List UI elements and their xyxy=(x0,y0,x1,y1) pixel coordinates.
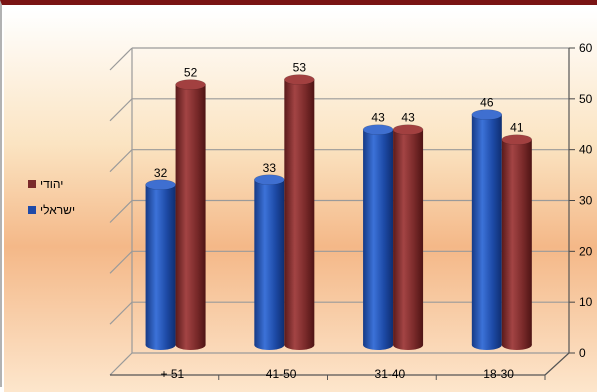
bar-base xyxy=(175,340,206,350)
bar-base xyxy=(145,340,176,350)
bar-israeli xyxy=(254,179,285,345)
labels: 0 10 20 30 40 50 60 32 52 + 51 33 53 41-50 43 43 31-40 4… xyxy=(154,41,593,381)
gridline-depth xyxy=(109,352,133,376)
data-label: 32 xyxy=(154,166,168,180)
data-label: 43 xyxy=(401,111,415,125)
x-tick-label: + 51 xyxy=(161,367,185,381)
gridline-depth xyxy=(109,98,133,122)
y-tick-label: 30 xyxy=(579,194,593,208)
legend-label: ישראלי xyxy=(40,203,75,217)
bar-jewish xyxy=(175,84,206,346)
y-tick-label: 20 xyxy=(579,244,593,258)
bar-base xyxy=(501,340,532,350)
bar-chart: 0 10 20 30 40 50 60 32 52 + 51 33 53 41-50 43 43 31-40 4… xyxy=(4,10,597,392)
bar-top xyxy=(145,179,176,191)
floor-edge xyxy=(544,352,570,376)
y-tick-label: 10 xyxy=(579,295,593,309)
data-label: 43 xyxy=(371,111,385,125)
bar-top xyxy=(254,174,285,186)
bar-top xyxy=(362,124,394,135)
data-label: 41 xyxy=(510,121,524,135)
bar-jewish xyxy=(393,129,424,345)
data-label: 46 xyxy=(480,96,494,110)
bar-israeli xyxy=(145,184,176,345)
bar-top xyxy=(175,79,206,90)
bar-base xyxy=(363,340,394,350)
gridline-depth xyxy=(109,149,133,173)
gridline-depth xyxy=(109,47,133,71)
bars xyxy=(145,74,533,350)
bar-base xyxy=(284,340,315,350)
x-tick-label: 41-50 xyxy=(266,367,297,381)
y-tick-label: 60 xyxy=(579,41,593,55)
legend: יהודי ישראלי xyxy=(28,177,75,217)
legend-swatch xyxy=(28,180,36,188)
data-label: 33 xyxy=(263,161,277,175)
bar-jewish xyxy=(501,139,532,345)
gridline-depth xyxy=(109,250,133,274)
gridline-depth xyxy=(109,301,133,325)
x-tick-label: 18-30 xyxy=(483,367,514,381)
bar-base xyxy=(393,340,424,350)
bar-top xyxy=(501,134,533,145)
y-tick-label: 40 xyxy=(579,143,593,157)
bar-base xyxy=(254,340,285,350)
data-label: 52 xyxy=(184,66,198,80)
legend-swatch xyxy=(28,206,36,214)
data-label: 53 xyxy=(293,61,307,75)
bar-top xyxy=(471,109,503,120)
bar-top xyxy=(284,74,315,85)
y-tick-label: 50 xyxy=(579,92,593,106)
bar-top xyxy=(392,124,424,135)
gridline-depth xyxy=(109,200,133,223)
bar-israeli xyxy=(363,129,394,345)
bar-israeli xyxy=(471,114,502,345)
legend-label: יהודי xyxy=(40,177,63,191)
bar-base xyxy=(471,340,502,350)
bar-jewish xyxy=(284,79,315,346)
x-tick-label: 31-40 xyxy=(375,367,406,381)
y-tick-label: 0 xyxy=(579,346,586,360)
